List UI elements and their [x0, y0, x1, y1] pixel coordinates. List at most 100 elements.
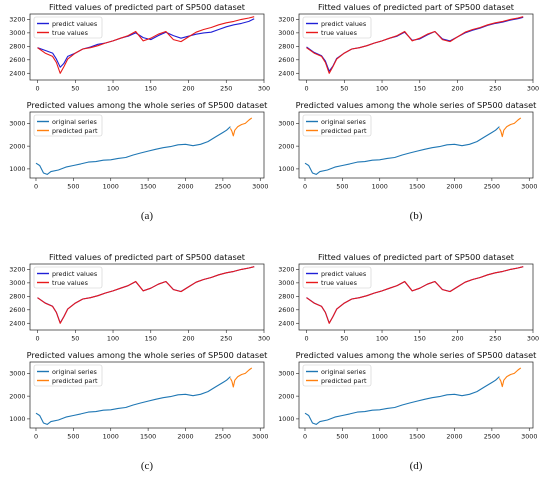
y-tick-label: 3200 [278, 16, 294, 24]
y-tick-label: 3000 [278, 120, 294, 128]
x-tick-label: 2000 [446, 183, 462, 191]
x-tick-label: 200 [451, 85, 463, 93]
y-tick-label: 3000 [278, 29, 294, 37]
x-tick-label: 500 [336, 183, 348, 191]
y-tick-label: 1000 [9, 165, 25, 173]
y-tick-label: 2000 [9, 392, 25, 400]
legend-label: original series [321, 118, 367, 126]
x-tick-label: 1500 [409, 433, 425, 441]
legend-label: true values [52, 29, 89, 37]
x-tick-label: 100 [376, 335, 388, 343]
y-tick-label: 2000 [9, 142, 25, 150]
x-tick-label: 500 [67, 183, 79, 191]
legend-label: predict values [321, 20, 367, 28]
legend-label: predicted part [321, 377, 367, 385]
series-line-predicted_part [229, 117, 253, 137]
x-tick-label: 250 [220, 85, 232, 93]
subplot-c-top: Fitted values of predicted part of SP500… [9, 252, 270, 343]
x-tick-label: 150 [145, 85, 157, 93]
legend-box [33, 266, 103, 289]
x-tick-label: 2500 [484, 183, 500, 191]
legend-box [302, 364, 372, 387]
x-tick-label: 2000 [446, 433, 462, 441]
y-tick-label: 2000 [278, 392, 294, 400]
x-tick-label: 300 [527, 85, 539, 93]
series-line-original [304, 126, 500, 175]
legend-label: original series [52, 368, 98, 376]
x-tick-label: 50 [340, 85, 348, 93]
x-tick-label: 250 [220, 335, 232, 343]
y-tick-label: 2400 [9, 70, 25, 78]
x-tick-label: 50 [340, 335, 348, 343]
series-line-true [37, 266, 255, 324]
plot-frame [29, 361, 265, 429]
x-tick-label: 1500 [409, 183, 425, 191]
subplot-c-bottom: Predicted values among the whole series … [9, 350, 268, 472]
y-tick-label: 3200 [278, 266, 294, 274]
subplot-d-bottom: Predicted values among the whole series … [278, 350, 537, 472]
panel-caption: (d) [410, 460, 423, 472]
plot-frame [298, 111, 534, 179]
panel-caption: (a) [141, 210, 154, 222]
plot-title: Fitted values of predicted part of SP500… [49, 252, 246, 262]
y-tick-label: 3200 [9, 266, 25, 274]
x-tick-label: 300 [258, 85, 270, 93]
y-tick-label: 1000 [278, 415, 294, 423]
x-tick-label: 0 [34, 433, 38, 441]
plot-title: Predicted values among the whole series … [27, 100, 269, 110]
y-tick-label: 1000 [9, 415, 25, 423]
x-tick-label: 500 [67, 433, 79, 441]
plot-frame [298, 263, 534, 331]
y-tick-label: 2600 [9, 56, 25, 64]
y-tick-label: 2800 [278, 293, 294, 301]
legend-label: predicted part [52, 127, 98, 135]
x-tick-label: 1000 [103, 183, 119, 191]
plot-title: Predicted values among the whole series … [27, 350, 269, 360]
y-tick-label: 3000 [278, 370, 294, 378]
x-tick-label: 200 [182, 335, 194, 343]
legend-box [33, 16, 103, 39]
x-tick-label: 250 [489, 335, 501, 343]
series-line-predicted_part [498, 367, 522, 388]
x-tick-label: 2500 [215, 433, 231, 441]
x-tick-label: 1000 [372, 433, 388, 441]
plot-frame [29, 111, 265, 179]
series-line-predicted_part [229, 367, 253, 388]
x-tick-label: 300 [258, 335, 270, 343]
x-tick-label: 0 [34, 183, 38, 191]
series-line-original [35, 126, 231, 175]
x-tick-label: 200 [451, 335, 463, 343]
x-tick-label: 50 [71, 335, 79, 343]
y-tick-label: 2600 [278, 306, 294, 314]
plot-title: Fitted values of predicted part of SP500… [318, 2, 515, 12]
series-line-true [306, 266, 524, 324]
subplot-a-bottom: Predicted values among the whole series … [9, 100, 268, 222]
plot-frame [29, 263, 265, 331]
x-tick-label: 100 [376, 85, 388, 93]
legend-label: predict values [321, 270, 367, 278]
x-tick-label: 2500 [484, 433, 500, 441]
series-line-predict [37, 18, 255, 68]
series-line-predicted_part [498, 117, 522, 138]
plot-frame [298, 13, 534, 81]
legend-label: original series [52, 118, 98, 126]
plot-frame [29, 13, 265, 81]
y-tick-label: 3000 [9, 120, 25, 128]
legend-label: true values [321, 279, 358, 287]
x-tick-label: 0 [303, 433, 307, 441]
x-tick-label: 150 [145, 335, 157, 343]
subplot-a-top: Fitted values of predicted part of SP500… [9, 2, 270, 93]
subplot-b-top: Fitted values of predicted part of SP500… [278, 2, 539, 93]
y-tick-label: 2800 [9, 293, 25, 301]
x-tick-label: 3000 [252, 183, 268, 191]
x-tick-label: 500 [336, 433, 348, 441]
x-tick-label: 100 [107, 335, 119, 343]
subplot-d-top: Fitted values of predicted part of SP500… [278, 252, 539, 343]
y-tick-label: 1000 [278, 165, 294, 173]
legend-box [302, 114, 372, 137]
y-tick-label: 2600 [9, 306, 25, 314]
y-tick-label: 2600 [278, 56, 294, 64]
x-tick-label: 3000 [521, 433, 537, 441]
x-tick-label: 0 [303, 183, 307, 191]
